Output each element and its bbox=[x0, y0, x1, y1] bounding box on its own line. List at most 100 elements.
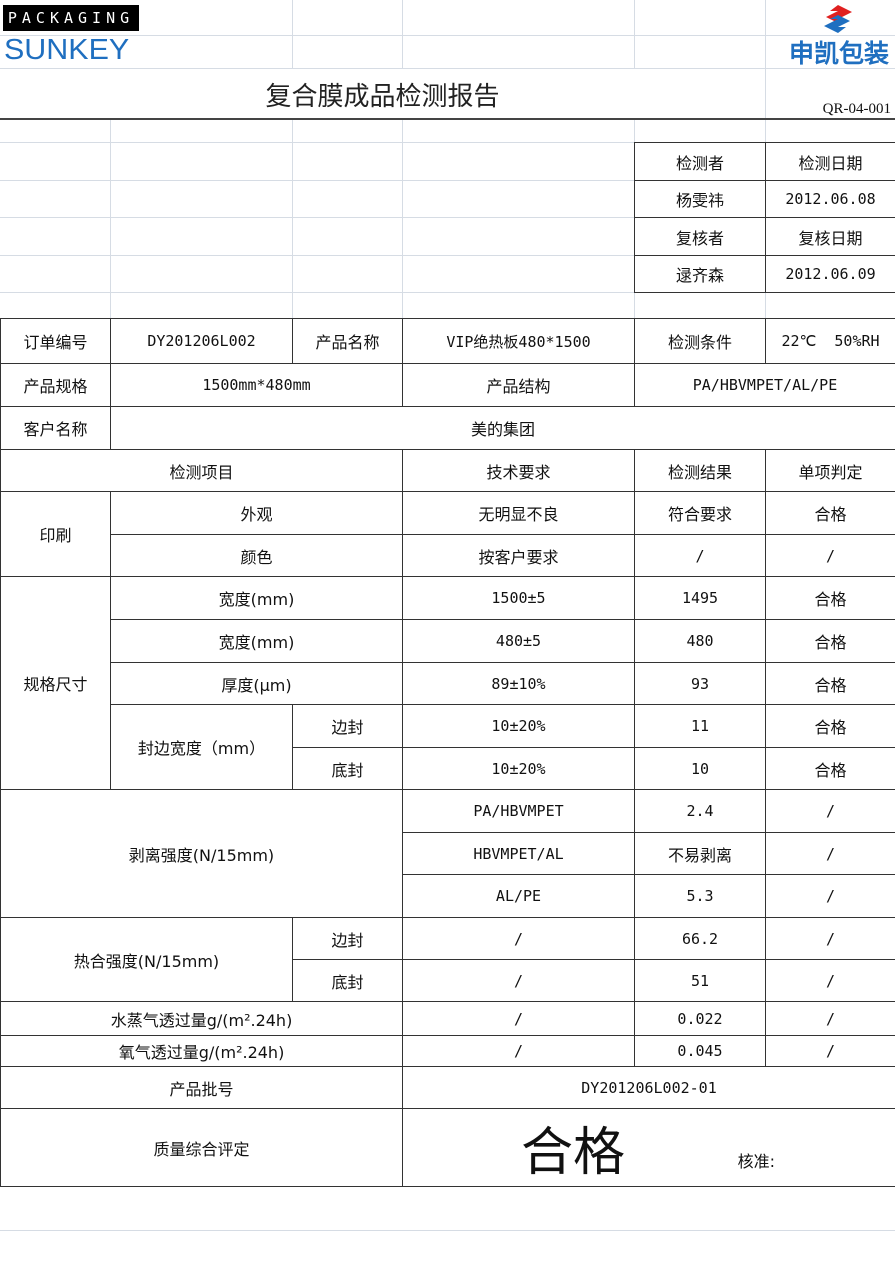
item-cell: 氧气透过量g/(m².24h) bbox=[0, 1035, 403, 1067]
item-cell: 边封 bbox=[292, 704, 403, 748]
result-cell: 93 bbox=[634, 662, 766, 705]
judge-cell: / bbox=[765, 874, 895, 918]
review-date-label: 复核日期 bbox=[765, 217, 895, 256]
item-cell: 底封 bbox=[292, 959, 403, 1002]
inspect-date: 2012.06.08 bbox=[765, 180, 895, 218]
size-group: 规格尺寸 bbox=[0, 576, 111, 790]
judge-cell: 合格 bbox=[765, 747, 895, 790]
name-value: VIP绝热板480*1500 bbox=[402, 318, 635, 364]
item-cell: 颜色 bbox=[110, 534, 403, 577]
judge-cell: / bbox=[765, 534, 895, 577]
gridline bbox=[110, 120, 111, 318]
result-cell: 10 bbox=[634, 747, 766, 790]
gridline bbox=[0, 35, 895, 36]
divider bbox=[0, 118, 895, 120]
req-cell: / bbox=[402, 1001, 635, 1036]
result-cell: 51 bbox=[634, 959, 766, 1002]
col-result: 检测结果 bbox=[634, 449, 766, 492]
result-cell: 5.3 bbox=[634, 874, 766, 918]
seal-group: 封边宽度（mm） bbox=[110, 704, 293, 790]
judge-cell: 合格 bbox=[765, 704, 895, 748]
gridline bbox=[765, 0, 766, 120]
approval-label: 核准: bbox=[737, 1152, 775, 1171]
judge-cell: 合格 bbox=[765, 662, 895, 705]
cond-label: 检测条件 bbox=[634, 318, 766, 364]
signoff-table: 检测者 检测日期 杨雯祎 2012.06.08 复核者 复核日期 逯齐森 2012.06… bbox=[634, 142, 895, 293]
overall-result: 合格 bbox=[521, 1123, 626, 1183]
req-cell: 按客户要求 bbox=[402, 534, 635, 577]
req-cell: / bbox=[402, 917, 635, 960]
req-cell: 89±10% bbox=[402, 662, 635, 705]
item-cell: 底封 bbox=[292, 747, 403, 790]
inspector-label: 检测者 bbox=[634, 142, 766, 181]
name-label: 产品名称 bbox=[292, 318, 403, 364]
judge-cell: / bbox=[765, 832, 895, 875]
page-title: 复合膜成品检测报告 bbox=[265, 82, 500, 112]
req-cell: 无明显不良 bbox=[402, 491, 635, 535]
judge-cell: / bbox=[765, 917, 895, 960]
item-cell: 厚度(μm) bbox=[110, 662, 403, 705]
judge-cell: 合格 bbox=[765, 576, 895, 620]
result-cell: 1495 bbox=[634, 576, 766, 620]
result-cell: / bbox=[634, 534, 766, 577]
item-cell: 宽度(mm) bbox=[110, 619, 403, 663]
batch-value: DY201206L002-01 bbox=[402, 1066, 895, 1109]
judge-cell: / bbox=[765, 789, 895, 833]
batch-label: 产品批号 bbox=[0, 1066, 403, 1109]
judge-cell: / bbox=[765, 959, 895, 1002]
customer-label: 客户名称 bbox=[0, 406, 111, 450]
req-cell: 480±5 bbox=[402, 619, 635, 663]
doc-code: QR-04-001 bbox=[822, 101, 891, 117]
sunkey-s-icon bbox=[824, 5, 852, 33]
shenkai-logo: 申凯包装 bbox=[788, 39, 889, 68]
reviewer: 逯齐森 bbox=[634, 255, 766, 293]
gridline bbox=[292, 120, 293, 318]
judge-cell: 合格 bbox=[765, 619, 895, 663]
report-table: 订单编号 DY201206L002 产品名称 VIP绝热板480*1500 检测… bbox=[0, 318, 895, 1187]
item-cell: 宽度(mm) bbox=[110, 576, 403, 620]
sunkey-logo: SUNKEY bbox=[4, 34, 130, 66]
gridline bbox=[0, 142, 895, 143]
peel-group: 剥离强度(N/15mm) bbox=[0, 789, 403, 918]
gridline bbox=[634, 0, 635, 68]
heat-group: 热合强度(N/15mm) bbox=[0, 917, 293, 1002]
req-cell: / bbox=[402, 1035, 635, 1067]
review-date: 2012.06.09 bbox=[765, 255, 895, 293]
result-cell: 0.045 bbox=[634, 1035, 766, 1067]
result-cell: 66.2 bbox=[634, 917, 766, 960]
judge-cell: / bbox=[765, 1035, 895, 1067]
gridline bbox=[0, 292, 895, 293]
struct-value: PA/HBVMPET/AL/PE bbox=[634, 363, 895, 407]
col-req: 技术要求 bbox=[402, 449, 635, 492]
gridline bbox=[0, 1230, 895, 1231]
gridline bbox=[0, 68, 895, 69]
req-cell: / bbox=[402, 959, 635, 1002]
req-cell: 10±20% bbox=[402, 704, 635, 748]
item-cell: 外观 bbox=[110, 491, 403, 535]
req-cell: AL/PE bbox=[402, 874, 635, 918]
judge-cell: 合格 bbox=[765, 491, 895, 535]
overall-label: 质量综合评定 bbox=[0, 1108, 403, 1187]
col-judge: 单项判定 bbox=[765, 449, 895, 492]
spec-value: 1500mm*480mm bbox=[110, 363, 403, 407]
req-cell: 10±20% bbox=[402, 747, 635, 790]
struct-label: 产品结构 bbox=[402, 363, 635, 407]
cond-value: 22℃ 50%RH bbox=[765, 318, 895, 364]
item-cell: 边封 bbox=[292, 917, 403, 960]
req-cell: HBVMPET/AL bbox=[402, 832, 635, 875]
customer-value: 美的集团 bbox=[110, 406, 895, 450]
order-label: 订单编号 bbox=[0, 318, 111, 364]
order-value: DY201206L002 bbox=[110, 318, 293, 364]
reviewer-label: 复核者 bbox=[634, 217, 766, 256]
inspect-date-label: 检测日期 bbox=[765, 142, 895, 181]
result-cell: 11 bbox=[634, 704, 766, 748]
print-group: 印刷 bbox=[0, 491, 111, 577]
req-cell: PA/HBVMPET bbox=[402, 789, 635, 833]
result-cell: 符合要求 bbox=[634, 491, 766, 535]
inspector: 杨雯祎 bbox=[634, 180, 766, 218]
result-cell: 0.022 bbox=[634, 1001, 766, 1036]
gridline bbox=[292, 0, 293, 68]
gridline bbox=[402, 0, 403, 68]
result-cell: 2.4 bbox=[634, 789, 766, 833]
gridline bbox=[0, 217, 634, 218]
